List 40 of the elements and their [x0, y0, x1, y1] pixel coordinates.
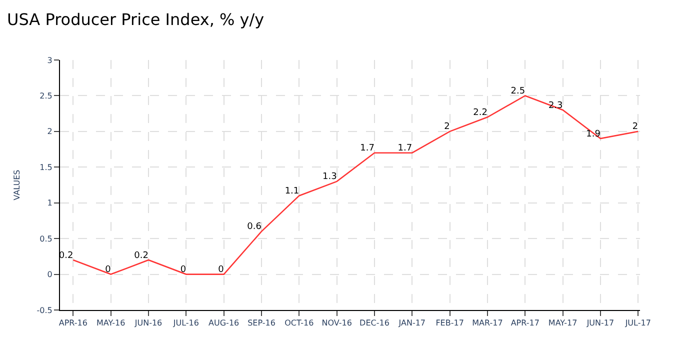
line-series	[72, 95, 639, 275]
x-tick-label: APR-17	[510, 318, 540, 328]
chart-title: USA Producer Price Index, % y/y	[7, 10, 264, 30]
x-tick-label: JUN-17	[586, 318, 614, 328]
x-tick-label: JUL-16	[172, 318, 199, 328]
y-tick-label: 2.5	[40, 92, 52, 101]
data-label: 1.1	[284, 186, 300, 196]
data-label: 0.6	[247, 222, 262, 232]
x-tick-label: MAR-17	[472, 318, 503, 328]
data-label: 2.2	[473, 108, 488, 118]
data-label: 0	[180, 265, 186, 276]
data-label: 2	[632, 122, 638, 132]
data-label: 1.7	[360, 144, 374, 154]
data-label: 0	[218, 265, 224, 276]
x-tick-label: NOV-16	[322, 318, 352, 328]
x-tick-label: JUL-17	[624, 318, 651, 328]
y-tick-label: 0	[47, 270, 52, 280]
data-label: 1.3	[322, 172, 337, 182]
y-tick-label: 2	[47, 127, 52, 136]
y-tick-label: 1.5	[40, 162, 52, 172]
x-tick-label: JUN-16	[134, 318, 162, 328]
y-tick-label: 0.5	[40, 234, 52, 244]
x-tick-label: OCT-16	[284, 318, 314, 328]
data-label: 1.7	[398, 144, 412, 154]
y-axis-title: VALUES	[12, 170, 22, 200]
y-tick-label: -0.5	[36, 306, 52, 315]
x-tick-label: MAY-17	[548, 318, 578, 328]
x-tick-label: APR-16	[58, 318, 88, 328]
data-label: 0	[105, 265, 112, 276]
y-tick-label: 3	[47, 56, 52, 65]
x-tick-label: DEC-16	[360, 318, 390, 328]
data-label: 0.2	[134, 250, 149, 261]
x-tick-label: FEB-17	[436, 318, 464, 328]
x-tick-label: MAY-16	[96, 318, 126, 328]
data-label: 2	[444, 122, 450, 132]
x-tick-label: JAN-17	[398, 318, 426, 328]
y-tick-label: 1	[47, 198, 52, 208]
data-label: 2.5	[510, 86, 526, 96]
x-tick-label: SEP-16	[248, 318, 276, 328]
x-tick-label: AUG-16	[208, 318, 240, 328]
